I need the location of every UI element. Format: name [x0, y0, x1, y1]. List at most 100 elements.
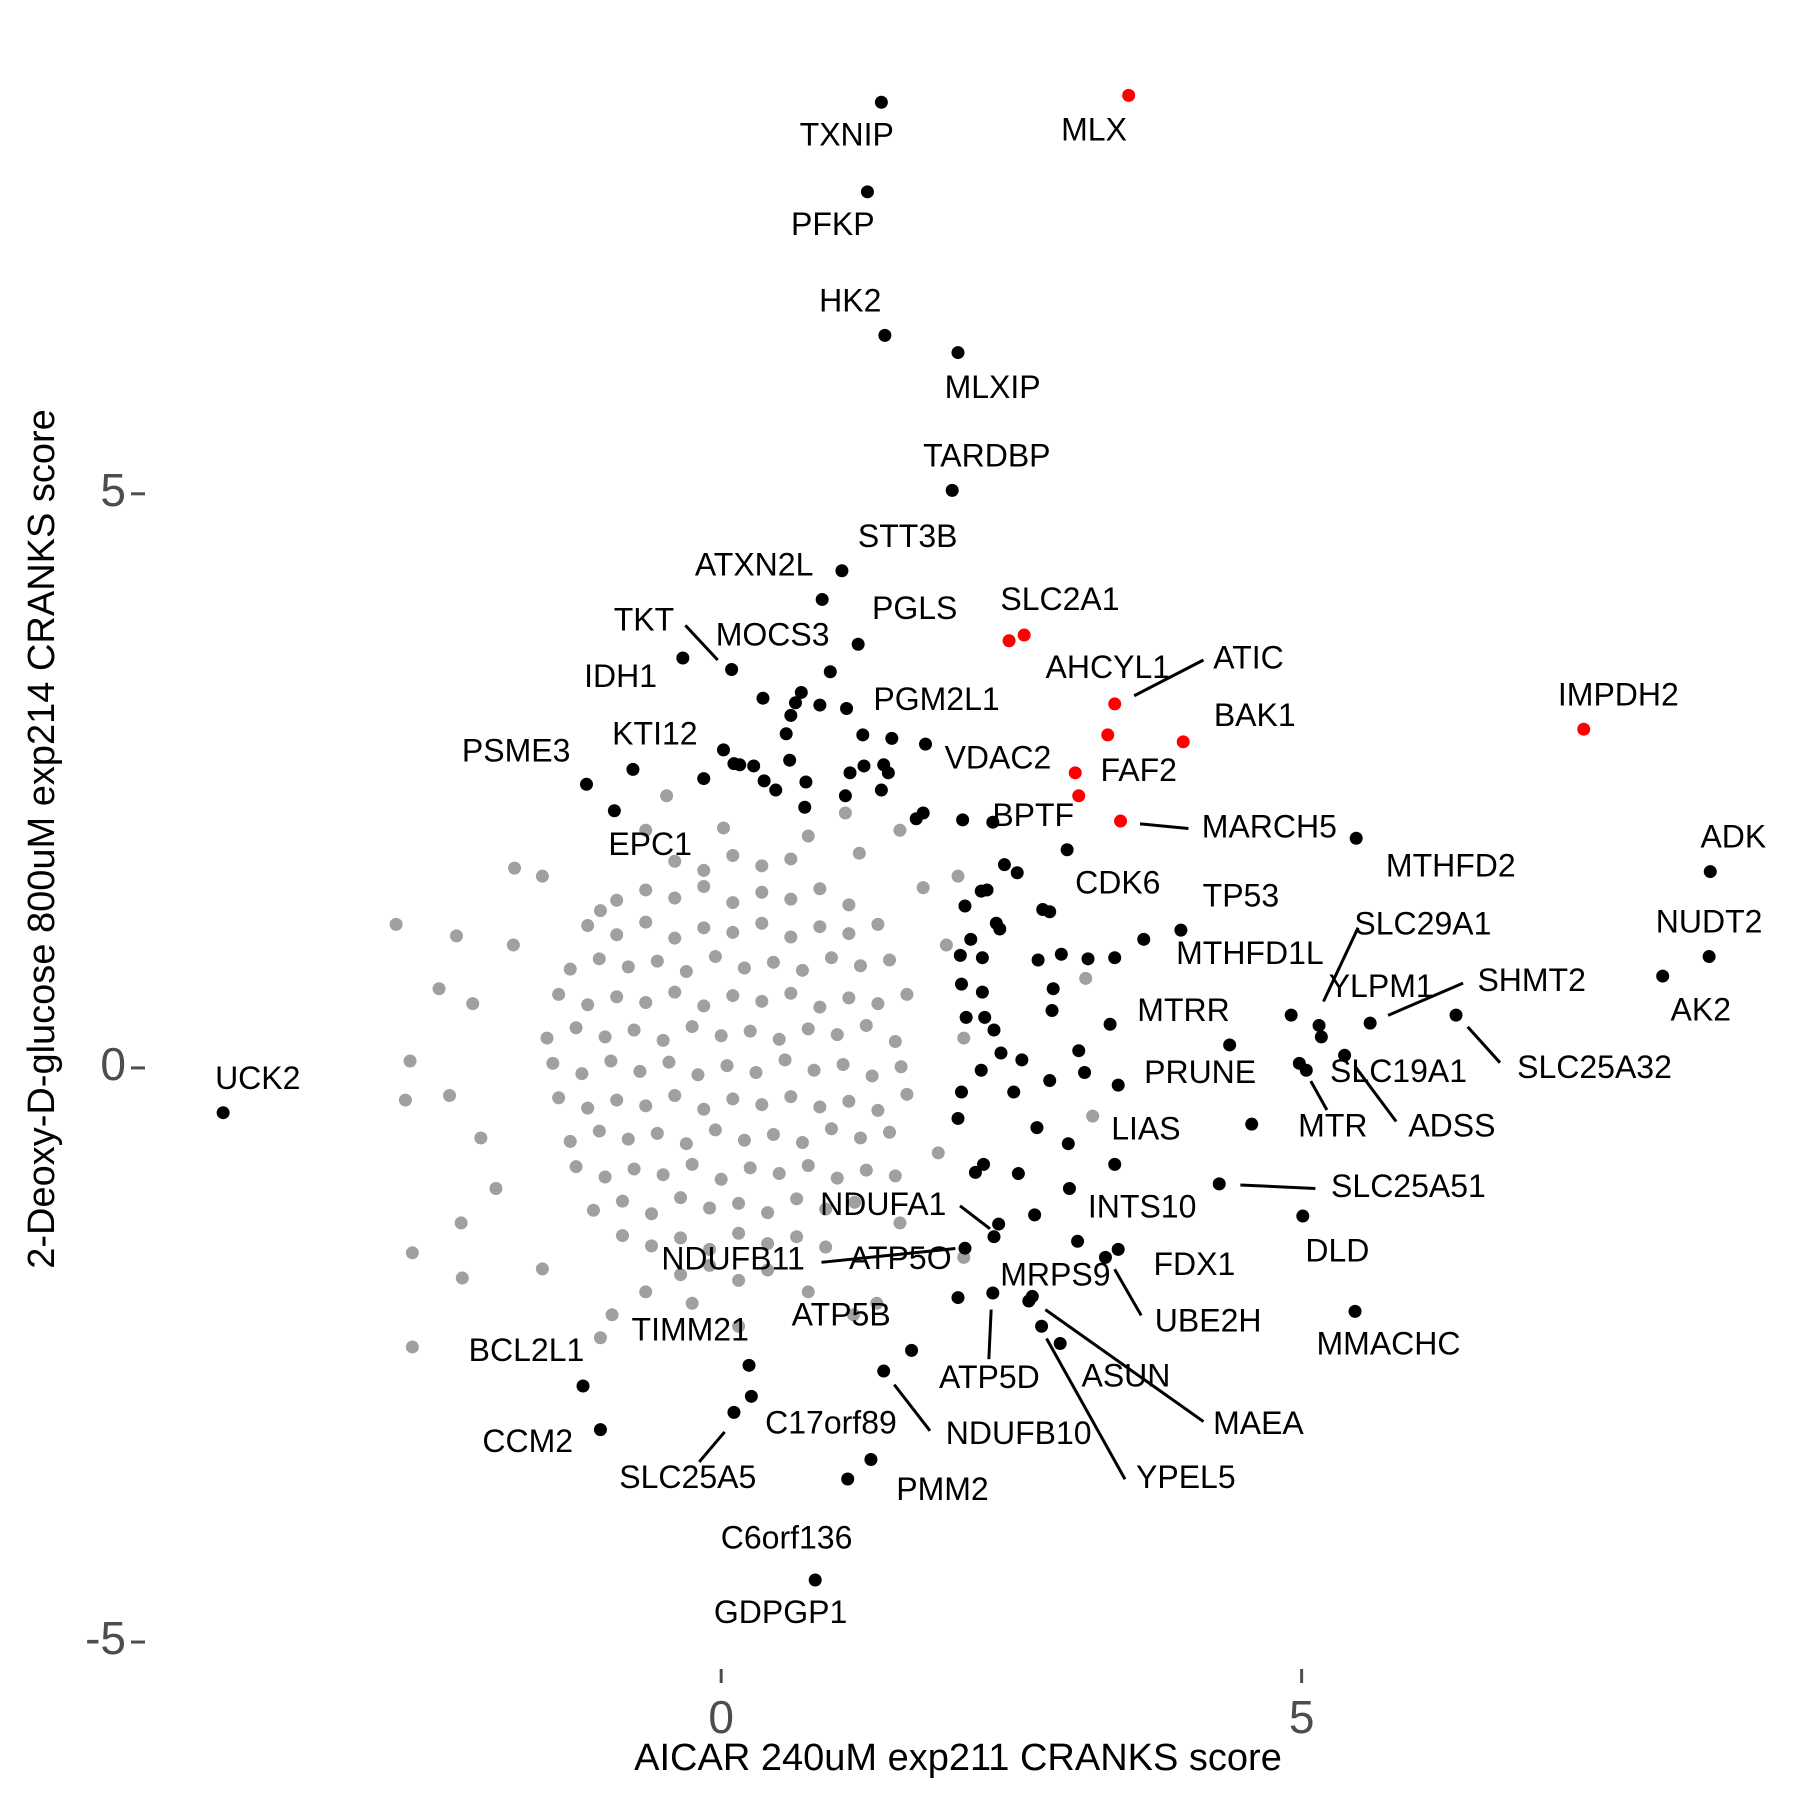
data-point — [784, 852, 798, 866]
data-point — [576, 1379, 590, 1393]
data-point — [1314, 1030, 1328, 1044]
data-point — [838, 806, 852, 820]
data-point — [593, 1331, 607, 1345]
data-point — [883, 953, 897, 967]
data-point — [726, 989, 740, 1003]
data-point — [813, 882, 827, 896]
point-label: C6orf136 — [721, 1520, 853, 1556]
point-label: ADSS — [1408, 1107, 1495, 1143]
data-point — [857, 759, 871, 773]
point-label: MRPS9 — [1000, 1256, 1110, 1292]
x-axis-title: AICAR 240uM exp211 CRANKS score — [634, 1737, 1282, 1779]
leader-line — [1309, 1080, 1329, 1111]
data-point — [801, 1159, 815, 1173]
data-point — [656, 1033, 670, 1047]
data-point — [650, 954, 664, 968]
data-point — [703, 1258, 717, 1272]
point-label: UCK2 — [215, 1060, 300, 1096]
data-point — [835, 564, 849, 578]
data-point — [489, 1181, 503, 1195]
data-point — [801, 829, 815, 843]
data-point — [1176, 735, 1190, 749]
point-label: KTI12 — [612, 715, 697, 751]
point-label: ATP5D — [939, 1359, 1040, 1395]
data-point — [807, 1063, 821, 1077]
data-point — [639, 823, 653, 837]
data-point — [747, 759, 761, 773]
data-point — [727, 1405, 741, 1419]
point-label: YLPM1 — [1329, 968, 1434, 1004]
data-point — [843, 766, 857, 780]
data-point — [580, 777, 594, 791]
data-point — [732, 1196, 746, 1210]
data-point — [1299, 1063, 1313, 1077]
data-point — [783, 753, 797, 767]
data-point — [1245, 1117, 1259, 1131]
data-point — [788, 696, 802, 710]
data-point — [685, 1020, 699, 1034]
data-point — [1103, 1017, 1117, 1031]
data-point — [605, 1308, 619, 1322]
data-point — [714, 1172, 728, 1186]
leader-line — [1113, 1268, 1143, 1317]
data-point — [716, 821, 730, 835]
data-point — [964, 932, 978, 946]
data-point — [1174, 923, 1188, 937]
data-point — [626, 762, 640, 776]
data-point — [466, 997, 480, 1011]
data-point — [726, 925, 740, 939]
leader-line — [684, 624, 719, 662]
data-point — [540, 1031, 554, 1045]
point-label: MTHFD2 — [1386, 848, 1516, 884]
y-tick-label: -5 — [85, 1612, 126, 1664]
point-label: TKT — [614, 602, 674, 638]
data-point — [1349, 831, 1363, 845]
data-point — [535, 1262, 549, 1276]
point-label: ATP5O — [849, 1240, 952, 1276]
point-label: ATIC — [1213, 639, 1284, 675]
data-point — [894, 1060, 908, 1074]
data-point — [993, 922, 1007, 936]
data-point — [668, 931, 682, 945]
data-point — [848, 1195, 862, 1209]
data-point — [569, 1021, 583, 1035]
point-label: CCM2 — [482, 1423, 573, 1459]
data-point — [784, 1090, 798, 1104]
data-point — [1061, 1137, 1075, 1151]
data-point — [819, 1240, 833, 1254]
data-point — [432, 982, 446, 996]
data-point — [847, 1308, 861, 1322]
data-point — [769, 783, 783, 797]
data-point — [627, 1162, 641, 1176]
data-point — [974, 1063, 988, 1077]
data-point — [813, 1000, 827, 1014]
data-point — [639, 1285, 653, 1299]
data-point — [449, 929, 463, 943]
data-point — [905, 1343, 919, 1357]
data-point — [610, 928, 624, 942]
data-point — [813, 1100, 827, 1114]
data-point — [703, 1201, 717, 1215]
point-label: FAF2 — [1101, 752, 1177, 788]
data-point — [939, 938, 953, 952]
data-point — [1284, 1008, 1298, 1022]
data-point — [756, 691, 770, 705]
data-point — [676, 651, 690, 665]
leader-line — [893, 1383, 932, 1432]
data-point — [593, 1423, 607, 1437]
data-point — [784, 986, 798, 1000]
data-point — [1108, 951, 1122, 965]
data-point — [743, 1024, 757, 1038]
data-point — [931, 1146, 945, 1160]
point-label: NDUFB10 — [946, 1415, 1092, 1451]
data-point — [1071, 1234, 1085, 1248]
data-point — [992, 1217, 1006, 1231]
data-point — [1338, 1048, 1352, 1062]
data-point — [581, 1101, 595, 1115]
y-tick-label: 0 — [100, 1038, 126, 1090]
data-point — [953, 948, 967, 962]
y-axis-title: 2-Deoxy-D-glucose 800uM exp214 CRANKS sc… — [21, 409, 63, 1269]
data-point — [737, 1133, 751, 1147]
data-point — [1122, 88, 1136, 102]
data-point — [474, 1131, 488, 1145]
